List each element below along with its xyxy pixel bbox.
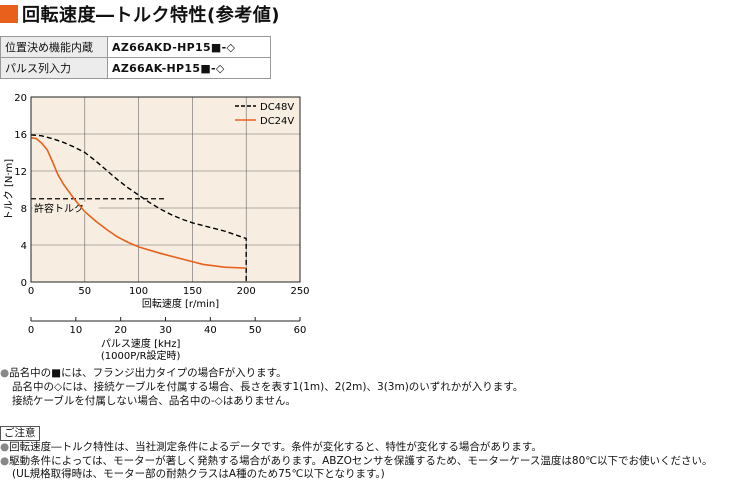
y-tick-label: 0: [21, 278, 27, 289]
allowable-torque-label: 許容トルク: [34, 202, 84, 215]
caution-item: (UL規格取得時は、モーター部の耐熱クラスはA種のため75℃以下となります。): [12, 468, 385, 480]
plot-area: [31, 97, 300, 282]
x-axis-label: 回転速度 [r/min]: [142, 297, 219, 310]
y-tick-label: 4: [21, 241, 27, 252]
model-number: AZ66AK-HP15■-◇: [107, 57, 271, 79]
y-tick-label: 20: [14, 93, 27, 104]
secondary-tick-label: 30: [159, 325, 172, 336]
notes: ●品名中の■には、フランジ出力タイプの場合Fが入ります。 品名中の◇には、接続ケ…: [0, 366, 523, 408]
secondary-tick-label: 50: [249, 325, 262, 336]
title-row: 回転速度―トルク特性(参考値): [0, 2, 280, 26]
cautions: ●回転速度―トルク特性は、当社測定条件によるデータです。条件が変化すると、特性が…: [0, 441, 713, 482]
caution-item: ●回転速度―トルク特性は、当社測定条件によるデータです。条件が変化すると、特性が…: [0, 441, 542, 453]
grid: [31, 97, 300, 282]
model-number: AZ66AKD-HP15■-◇: [107, 36, 271, 58]
y-axis-label: トルク [N·m]: [3, 159, 15, 220]
table-row: パルス列入力 AZ66AK-HP15■-◇: [0, 57, 271, 79]
note-item: ●品名中の■には、フランジ出力タイプの場合Fが入ります。: [0, 367, 287, 379]
y-tick-label: 8: [21, 204, 27, 215]
y-tick-label: 16: [14, 130, 27, 141]
axes: 0 50 100 150 200 250 0 4 8 12 16 20: [14, 93, 309, 297]
model-label: パルス列入力: [0, 57, 108, 79]
legend-label: DC48V: [260, 102, 294, 113]
secondary-tick-label: 10: [69, 325, 82, 336]
secondary-axis: 0 10 20 30 40 50 60: [28, 317, 307, 336]
annotation-background: [33, 201, 99, 214]
secondary-tick-label: 60: [294, 325, 307, 336]
caution-heading: ご注意: [0, 426, 40, 441]
y-tick-label: 12: [14, 167, 27, 178]
bullet-icon: ●: [0, 454, 10, 467]
title-marker: [0, 5, 18, 23]
x-tick-label: 100: [129, 286, 148, 297]
x-tick-label: 50: [78, 286, 91, 297]
bullet-icon: ●: [0, 441, 10, 453]
model-label: 位置決め機能内蔵: [0, 36, 108, 58]
legend-label: DC24V: [260, 116, 294, 127]
bullet-icon: ●: [0, 367, 10, 379]
note-item: 接続ケーブルを付属しない場合、品名中の-◇はありません。: [12, 395, 296, 407]
series-line-dc48v: [30, 134, 247, 282]
plot-frame: [30, 96, 301, 283]
secondary-axis-label: パルス速度 [kHz]: [101, 337, 181, 350]
series-group: 許容トルク: [30, 134, 247, 282]
x-tick-label: 150: [183, 286, 202, 297]
secondary-tick-label: 20: [114, 325, 127, 336]
table-row: 位置決め機能内蔵 AZ66AKD-HP15■-◇: [0, 36, 271, 58]
x-tick-label: 0: [28, 286, 34, 297]
x-tick-label: 200: [237, 286, 256, 297]
note-item: 品名中の◇には、接続ケーブルを付属する場合、長さを表す1(1m)、2(2m)、3…: [12, 381, 524, 393]
model-table: 位置決め機能内蔵 AZ66AKD-HP15■-◇ パルス列入力 AZ66AK-H…: [0, 36, 271, 79]
page-title: 回転速度―トルク特性(参考値): [22, 5, 280, 26]
series-line-dc24v: [30, 136, 247, 269]
legend: DC48V DC24V: [235, 102, 294, 127]
secondary-tick-label: 40: [204, 325, 217, 336]
caution-item: ●駆動条件によっては、モーターが著しく発熱する場合があります。ABZOセンサを保…: [0, 454, 713, 467]
x-tick-label: 250: [290, 286, 309, 297]
secondary-tick-label: 0: [28, 325, 34, 336]
secondary-axis-note: (1000P/R設定時): [101, 349, 181, 362]
